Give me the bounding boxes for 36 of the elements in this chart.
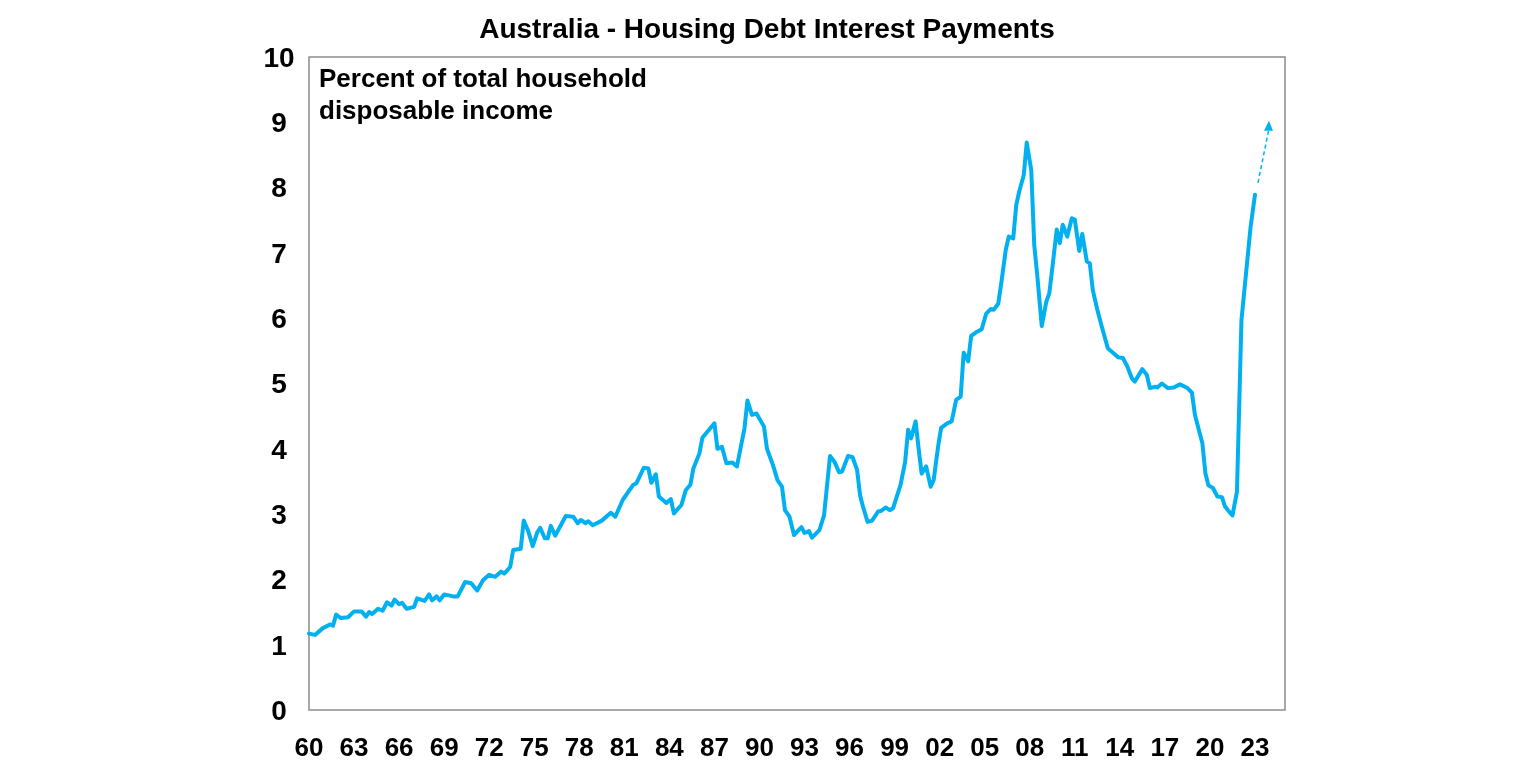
y-tick-label: 0 <box>271 694 287 726</box>
x-tick-label: 69 <box>429 732 459 762</box>
x-tick-label: 78 <box>564 732 594 762</box>
x-tick-label: 60 <box>294 732 324 762</box>
x-tick-label: 87 <box>699 732 729 762</box>
x-tick-label: 63 <box>339 732 369 762</box>
x-tick-label: 93 <box>790 732 819 762</box>
x-tick-label: 96 <box>835 732 865 762</box>
x-tick-label: 02 <box>925 732 955 762</box>
y-tick-label: 7 <box>271 237 287 269</box>
x-tick-label: 14 <box>1105 732 1135 762</box>
x-tick-label: 81 <box>609 732 639 762</box>
y-tick-label: 3 <box>271 498 287 530</box>
x-tick-label: 17 <box>1150 732 1180 762</box>
y-tick-label: 6 <box>271 303 287 334</box>
x-tick-label: 90 <box>745 732 774 762</box>
x-tick-label: 75 <box>519 732 549 762</box>
x-tick-label: 99 <box>880 732 910 762</box>
x-tick-label: 66 <box>384 732 414 762</box>
y-tick-label: 8 <box>271 172 287 204</box>
annotation: Percent of total household disposable income <box>319 63 647 125</box>
line-series <box>307 140 1257 637</box>
y-tick-label: 5 <box>271 368 287 400</box>
x-tick-label: 20 <box>1195 732 1225 762</box>
y-tick-label: 10 <box>263 41 295 73</box>
y-tick-label: 1 <box>271 629 287 661</box>
x-tick-label: 23 <box>1240 732 1270 762</box>
x-tick-label: 11 <box>1061 732 1089 762</box>
y-tick-label: 2 <box>271 564 287 596</box>
x-tick-label: 84 <box>654 732 685 762</box>
x-tick-label: 72 <box>474 732 504 762</box>
x-tick-label: 05 <box>970 732 1000 762</box>
y-tick-label: 9 <box>271 107 287 139</box>
chart-title: Australia - Housing Debt Interest Payments <box>479 13 1055 44</box>
x-tick-label: 08 <box>1015 732 1045 762</box>
y-tick-label: 4 <box>271 433 288 465</box>
